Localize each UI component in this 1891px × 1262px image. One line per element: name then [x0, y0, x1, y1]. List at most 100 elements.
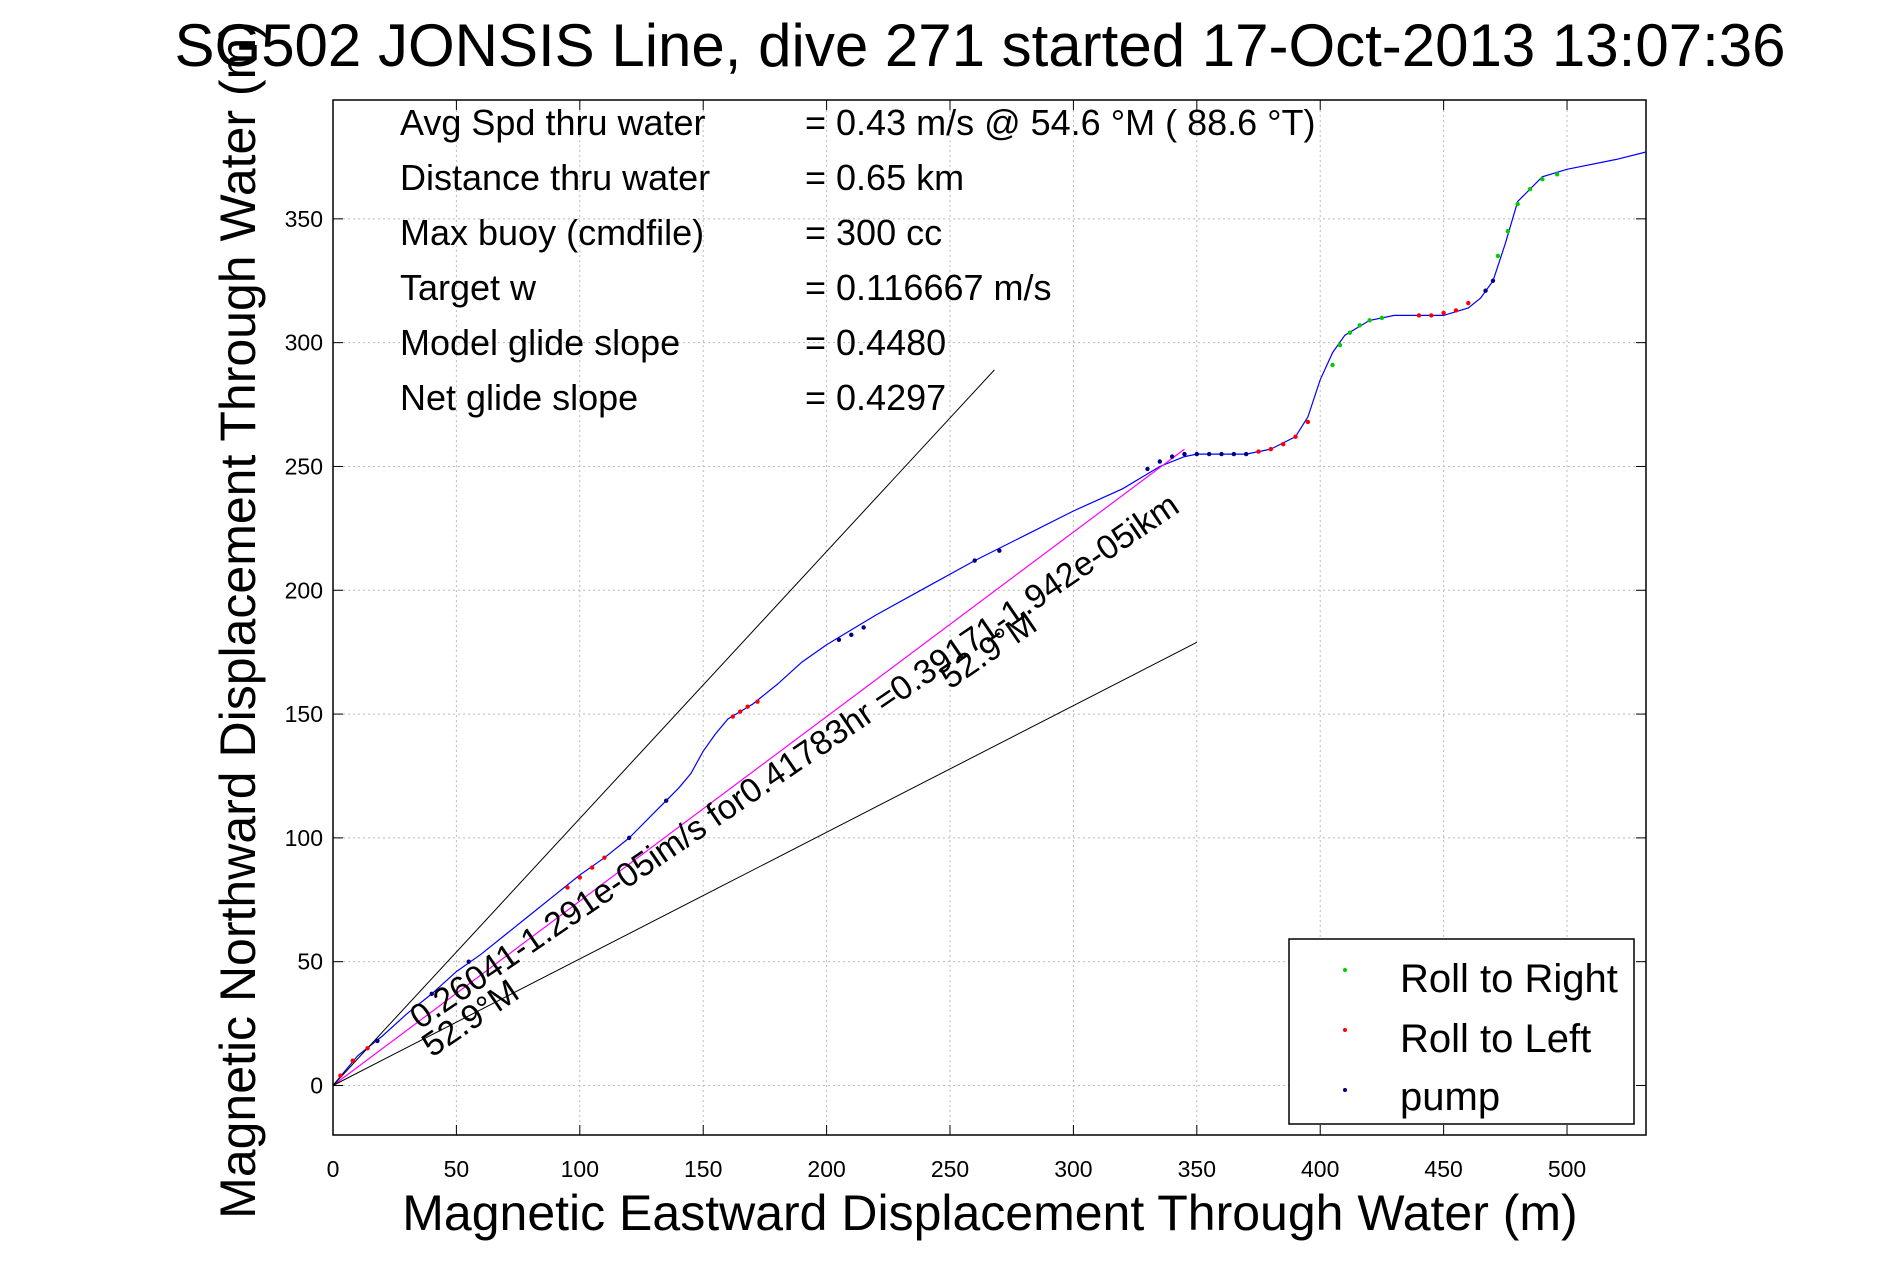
pump-point: [1157, 459, 1162, 464]
roll-left-point: [338, 1073, 343, 1078]
y-axis-ticks: 0 50 100 150 200 250 300 350: [285, 206, 1646, 1098]
x-tick-label: 400: [1301, 1156, 1339, 1182]
pump-point: [861, 625, 866, 630]
roll-right-point: [1505, 229, 1510, 234]
pump-point: [997, 548, 1002, 553]
roll-left-point: [1256, 449, 1261, 454]
x-tick-label: 500: [1548, 1156, 1586, 1182]
grid-lines: [333, 100, 1646, 1135]
y-tick-label: 250: [285, 453, 323, 479]
y-tick-label: 200: [285, 577, 323, 603]
pump-point: [1490, 278, 1496, 283]
legend-marker-roll-left: [1343, 1028, 1347, 1032]
roll-left-point: [1280, 441, 1286, 447]
roll-left-point: [1416, 313, 1422, 318]
roll-left-point: [1453, 308, 1459, 313]
stat-label: Distance thru water: [400, 157, 710, 198]
envelope-upper-line: [332, 369, 995, 1086]
roll-right-point: [1357, 323, 1362, 328]
x-tick-label: 450: [1424, 1156, 1462, 1182]
pump-point: [626, 835, 632, 841]
roll-left-point: [755, 699, 760, 704]
data-lines: [332, 151, 1647, 1086]
roll-left-point: [365, 1046, 370, 1051]
net-displacement-line: [332, 448, 1185, 1086]
roll-left-point: [1293, 434, 1298, 439]
y-tick-label: 150: [285, 701, 323, 727]
pump-point: [1483, 288, 1488, 293]
legend-label-pump: pump: [1400, 1075, 1500, 1119]
roll-right-point: [1347, 330, 1353, 335]
pump-point: [849, 632, 854, 638]
roll-left-point: [1466, 300, 1471, 306]
pump-point: [429, 991, 434, 997]
stat-value: = 300 cc: [805, 212, 942, 253]
x-tick-label: 350: [1178, 1156, 1216, 1182]
chart-title: SG502 JONSIS Line, dive 271 started 17-O…: [175, 12, 1786, 79]
stat-label: Target w: [400, 267, 537, 308]
x-axis-ticks: 0 50 100 150 200 250 300 350 400 450 500: [327, 100, 1586, 1182]
x-axis-label: Magnetic Eastward Displacement Through W…: [402, 1185, 1577, 1241]
dive-statistics: Avg Spd thru water = 0.43 m/s @ 54.6 °M (…: [400, 102, 1316, 418]
stat-label: Avg Spd thru water: [400, 102, 706, 143]
pump-point: [1182, 451, 1187, 457]
plot-frame: [332, 99, 1647, 1136]
legend-label-roll-left: Roll to Left: [1400, 1017, 1591, 1061]
track-line: [332, 151, 1647, 1086]
roll-left-point: [1441, 310, 1446, 316]
stat-label: Net glide slope: [400, 377, 638, 418]
x-tick-label: 200: [807, 1156, 845, 1182]
x-tick-label: 250: [931, 1156, 969, 1182]
legend-marker-roll-right: [1343, 968, 1347, 972]
roll-left-point: [738, 709, 743, 714]
stat-value: = 0.4480: [805, 322, 946, 363]
roll-left-point: [730, 714, 736, 719]
roll-right-point: [1515, 201, 1520, 207]
pump-point: [1194, 451, 1200, 457]
stat-value: = 0.43 m/s @ 54.6 °M ( 88.6 °T): [805, 102, 1316, 143]
pump-point: [836, 637, 842, 642]
roll-right-point: [1337, 342, 1343, 348]
y-axis-label: Magnetic Northward Displacement Through …: [210, 21, 266, 1219]
data-markers: [338, 172, 1560, 1078]
roll-left-point: [577, 875, 583, 880]
stat-value: = 0.65 km: [805, 157, 964, 198]
legend-marker-pump: [1343, 1088, 1347, 1092]
roll-left-point: [565, 885, 570, 890]
roll-right-point: [1540, 177, 1545, 182]
roll-left-point: [589, 865, 595, 870]
stat-value: = 0.4297: [805, 377, 946, 418]
roll-right-point: [1495, 253, 1501, 259]
stat-label: Max buoy (cmdfile): [400, 212, 704, 253]
roll-right-point: [1330, 362, 1335, 368]
pump-point: [1145, 466, 1150, 472]
roll-left-point: [602, 855, 607, 860]
pump-point: [1219, 451, 1224, 457]
x-tick-label: 150: [684, 1156, 722, 1182]
pump-point: [1169, 454, 1175, 459]
x-tick-label: 100: [561, 1156, 599, 1182]
y-tick-label: 100: [285, 825, 323, 851]
plot-area: 0 50 100 150 200 250 300 350 400 450 500 0 50 100 150…: [285, 99, 1647, 1182]
pump-point: [663, 798, 669, 803]
pump-point: [1206, 451, 1212, 457]
y-tick-label: 300: [285, 330, 323, 356]
y-tick-label: 0: [310, 1072, 323, 1098]
roll-left-point: [1429, 313, 1434, 318]
y-tick-label: 50: [297, 949, 323, 975]
pump-point: [466, 959, 471, 964]
pump-point: [972, 558, 977, 563]
x-tick-label: 300: [1054, 1156, 1092, 1182]
legend-label-roll-right: Roll to Right: [1400, 957, 1618, 1001]
roll-right-point: [1367, 318, 1372, 323]
stat-value: = 0.116667 m/s: [805, 267, 1052, 308]
pump-point: [375, 1038, 380, 1044]
legend: Roll to Right Roll to Left pump: [1288, 938, 1635, 1125]
pump-point: [1243, 451, 1249, 457]
roll-right-point: [1527, 186, 1533, 192]
roll-left-point: [1268, 446, 1274, 452]
roll-right-point: [1554, 172, 1560, 177]
roll-left-point: [745, 704, 750, 709]
x-tick-label: 0: [327, 1156, 340, 1182]
